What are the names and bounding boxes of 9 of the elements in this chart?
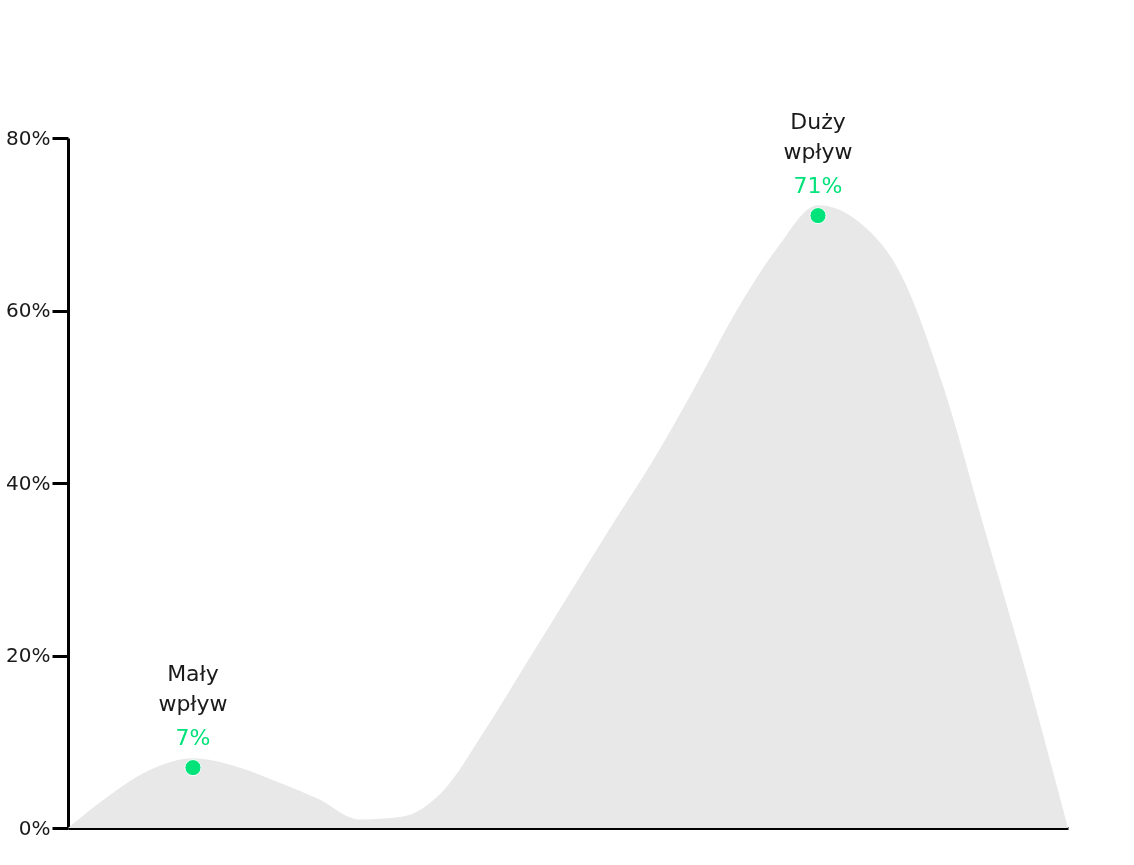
y-tick-label: 20% [6, 643, 51, 667]
y-tick-label: 60% [6, 298, 51, 322]
y-tick-label: 80% [6, 125, 51, 150]
data-label: 7% [175, 724, 211, 750]
y-tick-label: 40% [6, 470, 51, 495]
data-label: 71% [793, 172, 843, 198]
annotation: Mały wpływ [158, 660, 228, 716]
annotation: Duży wpływ [783, 108, 853, 164]
y-tick-label: 0% [18, 815, 51, 840]
